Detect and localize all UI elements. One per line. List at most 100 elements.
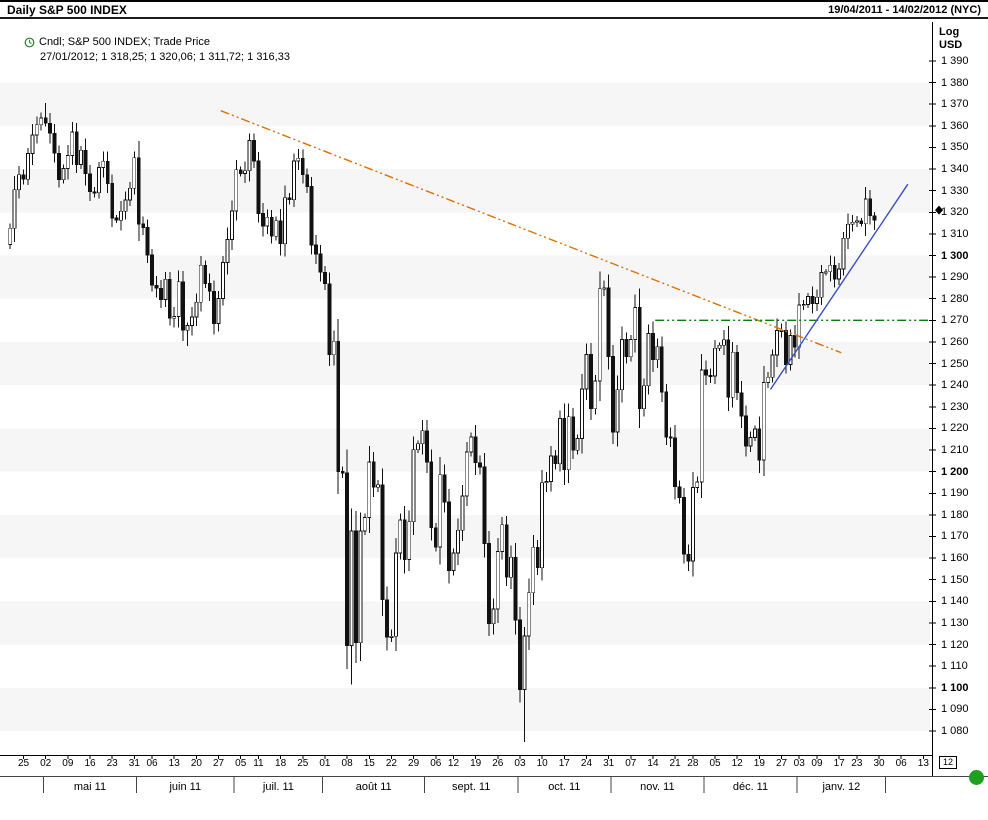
date-tick-label: 07 bbox=[625, 758, 637, 769]
candle-body bbox=[429, 461, 434, 529]
candle-body bbox=[136, 157, 141, 225]
price-tick-label: 1 270 bbox=[941, 314, 969, 327]
uptrend-support-line bbox=[769, 183, 909, 390]
date-tick-label: 05 bbox=[709, 758, 721, 769]
candle-body bbox=[806, 295, 811, 305]
candle-body bbox=[150, 254, 154, 286]
price-tick-label: 1 140 bbox=[941, 595, 969, 608]
candle-body bbox=[815, 296, 819, 304]
candle-body bbox=[832, 264, 837, 280]
date-tick-label: 23 bbox=[106, 758, 118, 769]
candle-body bbox=[371, 461, 376, 488]
candle-body bbox=[611, 356, 615, 433]
candle-body bbox=[96, 167, 101, 194]
candle-body bbox=[460, 495, 465, 531]
date-tick-label: 09 bbox=[811, 758, 823, 769]
month-label: janv. 12 bbox=[822, 781, 861, 793]
price-tick-label: 1 090 bbox=[941, 703, 969, 716]
candle-body bbox=[646, 333, 651, 387]
candle-body bbox=[500, 524, 505, 553]
legend: Cndl; S&P 500 INDEX; Trade Price 27/01/2… bbox=[24, 35, 290, 65]
status-dot bbox=[969, 770, 984, 785]
candle-body bbox=[766, 376, 771, 383]
date-tick-label: 10 bbox=[536, 758, 548, 769]
candle-body bbox=[52, 132, 57, 154]
candle-body bbox=[668, 436, 673, 439]
candle-body bbox=[163, 278, 168, 301]
date-tick-label: 03 bbox=[514, 758, 526, 769]
candle-body bbox=[380, 484, 385, 601]
date-range: 19/04/2011 - 14/02/2012 (NYC) bbox=[828, 3, 981, 16]
candle-body bbox=[407, 521, 412, 561]
candle-body bbox=[314, 244, 318, 255]
candle-body bbox=[260, 212, 265, 227]
price-tick-label: 1 310 bbox=[941, 227, 969, 240]
candle-body bbox=[154, 284, 159, 289]
date-tick-label: 08 bbox=[341, 758, 353, 769]
candle-body bbox=[340, 471, 345, 474]
candle-body bbox=[549, 455, 553, 482]
candle-body bbox=[584, 354, 589, 390]
candle-body bbox=[318, 253, 323, 273]
candle-body bbox=[247, 140, 252, 172]
candle-body bbox=[730, 351, 735, 398]
date-tick-label: 24 bbox=[580, 758, 593, 769]
candle-body bbox=[216, 298, 221, 324]
candle-body bbox=[518, 619, 522, 690]
candle-body bbox=[717, 344, 722, 349]
candle-body bbox=[411, 449, 416, 523]
date-tick-label: 31 bbox=[603, 758, 615, 769]
candle-body bbox=[21, 174, 26, 180]
candle-body bbox=[713, 347, 717, 377]
candle-body bbox=[358, 530, 363, 644]
candle-body bbox=[416, 443, 420, 451]
candle-body bbox=[482, 466, 487, 544]
candle-body bbox=[331, 340, 336, 356]
price-tick-label: 1 180 bbox=[941, 508, 969, 521]
candle-body bbox=[101, 160, 106, 168]
candle-body bbox=[571, 416, 576, 451]
candle-body bbox=[269, 216, 274, 237]
candle-body bbox=[127, 187, 132, 201]
price-tick-label: 1 170 bbox=[941, 530, 969, 543]
candle-body bbox=[354, 530, 358, 644]
candle-body bbox=[203, 264, 208, 284]
candle-body bbox=[12, 189, 17, 229]
candle-body bbox=[376, 484, 381, 488]
candle-body bbox=[509, 556, 514, 578]
candle-body bbox=[642, 385, 646, 410]
date-tick-label: 13 bbox=[168, 758, 180, 769]
candle-body bbox=[801, 304, 806, 307]
price-tick-label: 1 250 bbox=[941, 357, 969, 370]
date-tick-label: 05 bbox=[235, 758, 247, 769]
candle-body bbox=[633, 307, 638, 340]
axis-scale-currency: USD bbox=[939, 39, 963, 51]
candle-body bbox=[159, 287, 163, 301]
candle-body bbox=[424, 430, 429, 463]
chart-title: Daily S&P 500 INDEX bbox=[7, 2, 127, 17]
candle-body bbox=[185, 325, 190, 331]
candle-body bbox=[132, 157, 137, 189]
candle-body bbox=[673, 437, 678, 488]
candle-body bbox=[721, 339, 726, 346]
candle-body bbox=[283, 197, 287, 245]
candle-body bbox=[535, 546, 540, 569]
candle-body bbox=[92, 191, 97, 194]
candle-body bbox=[469, 436, 474, 453]
candle-body bbox=[739, 392, 744, 417]
candle-body bbox=[278, 220, 283, 245]
candle-body bbox=[123, 199, 128, 212]
candle-body bbox=[114, 217, 119, 221]
candle-body bbox=[761, 381, 766, 461]
candle-body bbox=[287, 197, 292, 201]
date-tick-label: 17 bbox=[558, 758, 570, 769]
candle-body bbox=[664, 391, 669, 438]
date-tick-label: 30 bbox=[873, 758, 885, 769]
candle-body bbox=[828, 264, 833, 273]
candle-body bbox=[34, 124, 39, 136]
date-tick-label: 02 bbox=[40, 758, 52, 769]
candle-body bbox=[74, 131, 79, 165]
price-tick-label: 1 300 bbox=[941, 249, 969, 262]
candle-body bbox=[797, 304, 802, 348]
